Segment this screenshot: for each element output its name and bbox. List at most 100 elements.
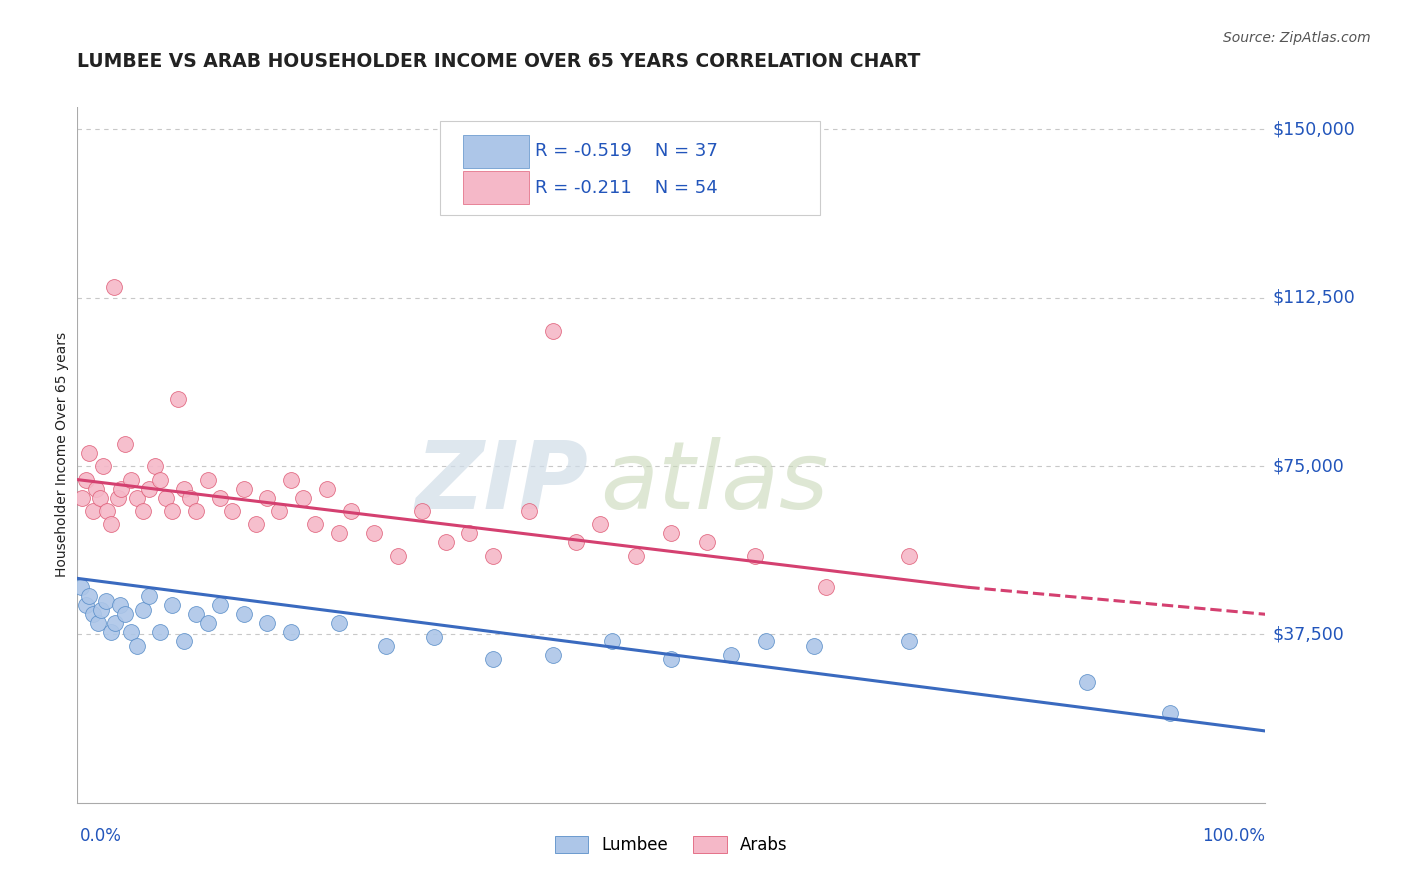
Point [100,625,122,640]
Point [110,482,132,496]
FancyBboxPatch shape [464,135,529,169]
Point [186,504,208,518]
Point [315,482,337,496]
Point [131,504,153,518]
FancyBboxPatch shape [440,121,820,215]
Point [114,436,136,450]
Point [138,482,160,496]
Point [94,594,117,608]
Point [75,599,97,613]
Point [1076,674,1098,689]
Point [173,634,195,648]
Point [304,517,326,532]
Point [803,639,825,653]
Point [120,473,142,487]
Point [328,616,350,631]
Text: LUMBEE VS ARAB HOUSEHOLDER INCOME OVER 65 YEARS CORRELATION CHART: LUMBEE VS ARAB HOUSEHOLDER INCOME OVER 6… [77,53,921,71]
Point [208,491,231,505]
Point [600,634,623,648]
Point [149,625,172,640]
Point [375,639,398,653]
Point [179,491,201,505]
Point [155,491,177,505]
Point [589,517,612,532]
Point [280,473,302,487]
Point [131,603,153,617]
Legend: Lumbee, Arabs: Lumbee, Arabs [548,829,794,861]
Point [208,599,231,613]
Point [482,652,505,666]
Point [755,634,778,648]
Text: R = -0.519    N = 37: R = -0.519 N = 37 [534,143,717,161]
Point [898,634,921,648]
Point [744,549,766,563]
Point [173,482,195,496]
Text: 100.0%: 100.0% [1202,827,1265,845]
Text: $75,000: $75,000 [1272,457,1344,475]
Point [339,504,361,518]
Point [100,517,122,532]
Point [167,392,190,406]
Point [86,616,108,631]
Point [363,526,385,541]
Text: $37,500: $37,500 [1272,625,1344,643]
Point [387,549,409,563]
Point [221,504,243,518]
Point [720,648,742,662]
Point [197,473,219,487]
Point [1159,706,1181,720]
Point [104,616,127,631]
Text: Source: ZipAtlas.com: Source: ZipAtlas.com [1223,31,1371,45]
Point [245,517,267,532]
Point [197,616,219,631]
Point [482,549,505,563]
Point [149,473,172,487]
Point [125,491,148,505]
Point [82,607,104,622]
Point [107,491,129,505]
Point [70,580,93,594]
Point [898,549,921,563]
Point [75,473,97,487]
Point [814,580,837,594]
FancyBboxPatch shape [464,170,529,204]
Point [86,482,108,496]
Point [162,599,184,613]
Point [70,491,93,505]
Point [93,459,115,474]
Point [328,526,350,541]
Point [232,482,254,496]
Text: 0.0%: 0.0% [80,827,122,845]
Point [125,639,148,653]
Point [458,526,481,541]
Point [90,603,112,617]
Text: ZIP: ZIP [415,437,588,529]
Point [541,325,564,339]
Y-axis label: Householder Income Over 65 years: Householder Income Over 65 years [55,333,69,577]
Point [82,504,104,518]
Point [280,625,302,640]
Point [138,590,160,604]
Point [434,535,457,549]
Point [143,459,166,474]
Point [269,504,291,518]
Point [624,549,647,563]
Text: $112,500: $112,500 [1272,289,1355,307]
Point [256,491,278,505]
Text: $150,000: $150,000 [1272,120,1355,138]
Point [517,504,540,518]
Point [232,607,254,622]
Point [114,607,136,622]
Point [77,590,100,604]
Text: atlas: atlas [600,437,828,528]
Point [696,535,718,549]
Point [120,625,142,640]
Point [565,535,588,549]
Text: R = -0.211    N = 54: R = -0.211 N = 54 [534,178,717,196]
Point [103,279,125,293]
Point [661,526,683,541]
Point [186,607,208,622]
Point [162,504,184,518]
Point [292,491,315,505]
Point [89,491,111,505]
